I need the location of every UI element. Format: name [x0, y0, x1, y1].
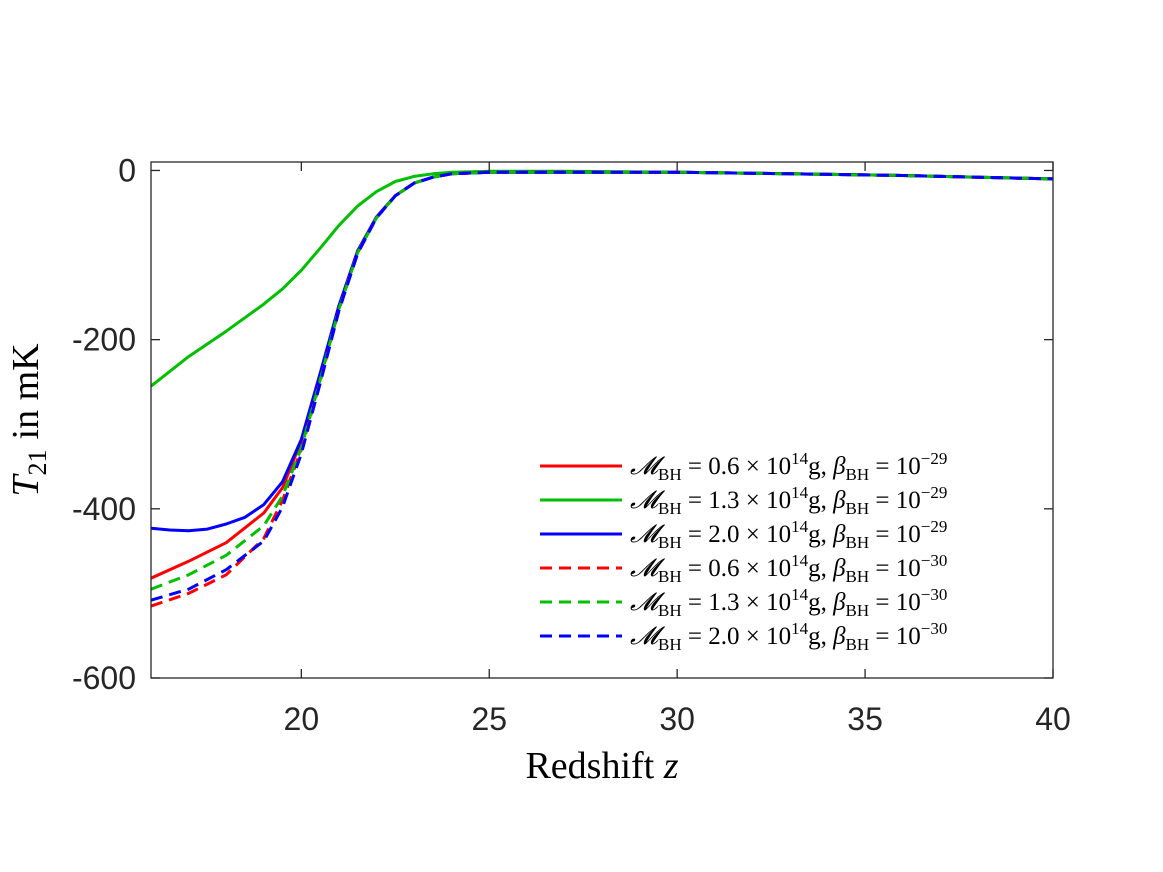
x-tick-label: 40 — [1035, 701, 1071, 737]
y-tick-label: 0 — [118, 152, 136, 188]
series-line-4 — [151, 170, 1053, 608]
legend-label-5: 𝓜BH = 1.3 × 1014g, βBH = 10−30 — [630, 585, 947, 620]
plot-area — [151, 162, 1053, 678]
y-tick-label: -200 — [72, 322, 136, 358]
legend-label-1: 𝓜BH = 0.6 × 1014g, βBH = 10−29 — [630, 449, 947, 484]
x-tick-label: 20 — [284, 701, 320, 737]
y-tick-label: -400 — [72, 491, 136, 527]
x-tick-label: 35 — [847, 701, 883, 737]
ticks-layer: 20 25 30 35 40 0 -200 -400 -600 — [72, 152, 1071, 737]
series-layer — [151, 169, 1053, 608]
series-line-6 — [151, 170, 1053, 602]
plot-frame — [150, 161, 1054, 679]
y-axis-title: T21in mK — [5, 343, 52, 497]
x-tick-label: 30 — [659, 701, 695, 737]
x-axis-title: Redshift z — [525, 745, 678, 787]
legend-label-6: 𝓜BH = 2.0 × 1014g, βBH = 10−30 — [630, 619, 947, 654]
series-line-5 — [151, 170, 1053, 591]
y-tick-label: -600 — [72, 660, 136, 696]
x-tick-label: 25 — [471, 701, 507, 737]
